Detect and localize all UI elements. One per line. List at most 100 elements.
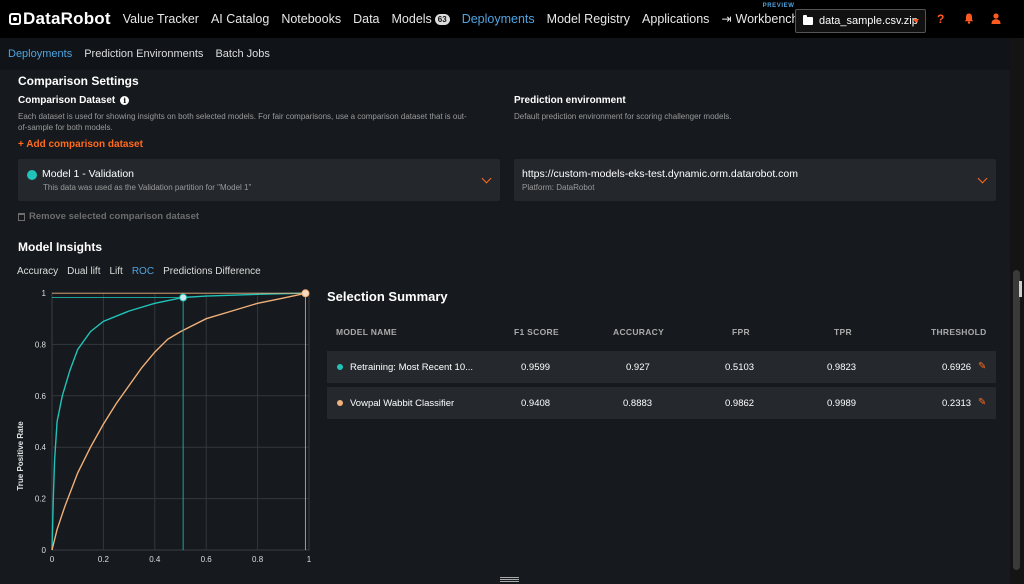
- model-insights-title: Model Insights: [18, 240, 102, 254]
- dataset-file-select[interactable]: data_sample.csv.zip: [795, 9, 926, 33]
- file-select-label: data_sample.csv.zip: [819, 15, 918, 27]
- roc-chart[interactable]: 00 0.2 0.2 0.4 0.4 0.6 0.6 0.8 0.8 1 1 True Positi…: [8, 288, 320, 572]
- caret-down-icon: [913, 19, 919, 23]
- chevron-down-icon: [977, 173, 988, 184]
- nav-ai-catalog[interactable]: AI Catalog: [210, 12, 270, 26]
- prediction-environment-select[interactable]: https://custom-models-eks-test.dynamic.o…: [514, 159, 996, 201]
- col-fpr: FPR: [732, 327, 750, 337]
- x-tick-label: 0.6: [201, 555, 213, 564]
- nav-models[interactable]: Models 63: [392, 12, 450, 26]
- comparison-dataset-select[interactable]: Model 1 - Validation This data was used …: [18, 159, 500, 201]
- x-tick-label: 0: [50, 555, 55, 564]
- subnav-batch-jobs[interactable]: Batch Jobs: [215, 48, 270, 60]
- chevron-down-icon: [481, 173, 492, 184]
- y-tick-label: 0.8: [35, 340, 47, 349]
- series-color-dot: [337, 364, 343, 370]
- selection-summary-title: Selection Summary: [327, 289, 448, 304]
- comparison-dataset-desc-line2: of-sample for both models.: [18, 123, 113, 132]
- y-tick-label: 1: [42, 289, 47, 298]
- comparison-dataset-desc-line1: Each dataset is used for showing insight…: [18, 112, 467, 121]
- add-comparison-dataset-link[interactable]: + Add comparison dataset: [18, 139, 143, 150]
- nav-model-registry[interactable]: Model Registry: [546, 12, 631, 26]
- logo-icon: [9, 13, 21, 25]
- subnav-prediction-environments[interactable]: Prediction Environments: [84, 48, 204, 60]
- y-axis-label: True Positive Rate: [16, 421, 25, 491]
- tab-roc[interactable]: ROC: [131, 266, 155, 277]
- nav-models-label: Models: [391, 12, 432, 26]
- model-name-cell: Vowpal Wabbit Classifier: [350, 398, 455, 409]
- nav-value-tracker[interactable]: Value Tracker: [122, 12, 199, 26]
- col-tpr: TPR: [834, 327, 852, 337]
- datarobot-logo[interactable]: DataRobot: [9, 9, 111, 29]
- comparison-dataset-selected-desc: This data was used as the Validation par…: [43, 183, 252, 192]
- edit-threshold-icon[interactable]: ✎: [978, 361, 987, 372]
- x-tick-label: 0.8: [252, 555, 264, 564]
- tpr-cell: 0.9823: [827, 362, 857, 373]
- prediction-environment-url: https://custom-models-eks-test.dynamic.o…: [522, 168, 799, 180]
- help-icon[interactable]: ?: [937, 12, 945, 26]
- comparison-dataset-label-text: Comparison Dataset: [18, 95, 116, 106]
- col-accuracy: ACCURACY: [613, 327, 665, 337]
- threshold-point-marker[interactable]: [301, 289, 310, 298]
- main-panel: Comparison Settings Comparison Dataset i…: [0, 70, 1010, 584]
- folder-icon: [803, 15, 813, 25]
- roc-series-line: [51, 292, 310, 551]
- insight-tabs: Accuracy Dual lift Lift ROC Predictions …: [17, 266, 270, 277]
- comparison-settings-title: Comparison Settings: [18, 74, 139, 88]
- nav-workbench[interactable]: ⇥ Workbench PREVIEW: [721, 3, 799, 26]
- sub-nav: Deployments Prediction Environments Batc…: [0, 38, 1010, 70]
- tab-accuracy[interactable]: Accuracy: [17, 266, 59, 277]
- x-tick-label: 0.4: [149, 555, 161, 564]
- f1-cell: 0.9408: [521, 398, 551, 409]
- prediction-environment-platform: Platform: DataRobot: [522, 183, 595, 192]
- y-tick-label: 0.4: [35, 443, 47, 452]
- x-tick-label: 1: [307, 555, 312, 564]
- nav-deployments[interactable]: Deployments: [461, 12, 535, 26]
- nav-data[interactable]: Data: [353, 12, 380, 26]
- model-1-color-dot: [27, 170, 37, 180]
- roc-series-line: [51, 292, 310, 551]
- series-color-dot: [337, 400, 343, 406]
- threshold-cell: 0.6926: [942, 362, 972, 373]
- subnav-deployments[interactable]: Deployments: [8, 48, 73, 60]
- nav-applications[interactable]: Applications: [642, 12, 710, 26]
- tab-dual-lift[interactable]: Dual lift: [67, 266, 101, 277]
- col-f1-score: F1 SCORE: [514, 327, 559, 337]
- preview-tag: PREVIEW: [762, 3, 795, 9]
- accuracy-cell: 0.8883: [623, 398, 653, 409]
- prediction-environment-label: Prediction environment: [514, 95, 626, 106]
- remove-comparison-dataset-label: Remove selected comparison dataset: [29, 211, 200, 222]
- nav-notebooks[interactable]: Notebooks: [281, 12, 342, 26]
- col-threshold: THRESHOLD: [931, 327, 987, 337]
- fpr-cell: 0.5103: [725, 362, 755, 373]
- info-icon[interactable]: i: [120, 96, 130, 105]
- resize-drag-handle[interactable]: [500, 577, 519, 582]
- edit-threshold-icon[interactable]: ✎: [978, 397, 987, 408]
- fpr-cell: 0.9862: [725, 398, 755, 409]
- y-tick-label: 0: [42, 546, 47, 555]
- scrollbar-thumb[interactable]: [1013, 270, 1020, 570]
- scrollbar-marker: [1019, 281, 1022, 297]
- x-tick-label: 0.2: [98, 555, 110, 564]
- threshold-cell: 0.2313: [942, 398, 972, 409]
- comparison-dataset-selected: Model 1 - Validation: [42, 168, 135, 180]
- bell-icon[interactable]: [964, 13, 974, 24]
- logo-text: DataRobot: [23, 9, 111, 28]
- table-row[interactable]: Vowpal Wabbit Classifier 0.9408 0.8883 0…: [327, 387, 996, 419]
- model-name-cell: Retraining: Most Recent 10...: [350, 362, 474, 373]
- remove-comparison-dataset-link: Remove selected comparison dataset: [18, 211, 199, 222]
- y-tick-label: 0.2: [35, 495, 47, 504]
- tab-lift[interactable]: Lift: [109, 266, 123, 277]
- tpr-cell: 0.9989: [827, 398, 857, 409]
- tab-predictions-difference[interactable]: Predictions Difference: [163, 266, 261, 277]
- workbench-arrow-icon: ⇥: [721, 12, 732, 26]
- y-tick-label: 0.6: [35, 392, 47, 401]
- threshold-point-marker[interactable]: [179, 293, 188, 302]
- prediction-environment-desc: Default prediction environment for scori…: [514, 112, 732, 121]
- table-row[interactable]: Retraining: Most Recent 10... 0.9599 0.9…: [327, 351, 996, 383]
- accuracy-cell: 0.927: [626, 362, 650, 373]
- user-icon[interactable]: [991, 13, 1001, 24]
- trash-icon: [18, 212, 25, 221]
- nav-workbench-label: Workbench: [735, 12, 799, 26]
- col-model-name: MODEL NAME: [336, 327, 397, 337]
